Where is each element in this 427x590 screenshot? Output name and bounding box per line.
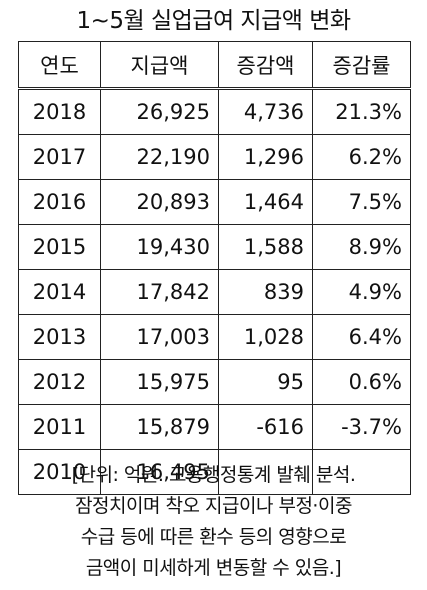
cell-year: 2013	[18, 314, 101, 360]
cell-rate: 7.5%	[312, 179, 411, 225]
cell-rate: 0.6%	[312, 359, 411, 405]
header-row: 연도 지급액 증감액 증감률	[18, 41, 411, 90]
cell-amount: 15,879	[100, 404, 219, 450]
footnote-line: 금액이 미세하게 변동할 수 있음.]	[85, 557, 342, 579]
table-title: 1~5월 실업급여 지급액 변화	[76, 8, 351, 34]
table-row: 2014 17,842 839 4.9%	[18, 269, 411, 315]
table-row: 2010 16,495	[18, 449, 411, 495]
cell-amount: 26,925	[100, 88, 219, 135]
header-rate: 증감률	[312, 41, 411, 90]
cell-amount: 16,495	[100, 449, 219, 495]
footnote-line: 잠정치이며 착오 지급이나 부정·이중	[75, 495, 352, 517]
cell-rate	[312, 449, 411, 495]
header-amount: 지급액	[100, 41, 219, 90]
cell-year: 2011	[18, 404, 101, 450]
cell-amount: 22,190	[100, 134, 219, 180]
footnote-line: 수급 등에 따른 환수 등의 영향으로	[80, 526, 347, 548]
footnote: [단위: 억원. 고용행정통계 발췌 분석. 잠정치이며 착오 지급이나 부정·…	[8, 460, 419, 584]
cell-amount: 17,842	[100, 269, 219, 315]
cell-change: 95	[218, 359, 313, 405]
cell-year: 2016	[18, 179, 101, 225]
cell-rate: 6.2%	[312, 134, 411, 180]
cell-year: 2010	[18, 449, 101, 495]
footnote-line: [단위: 억원. 고용행정통계 발췌 분석.	[71, 464, 356, 486]
cell-amount: 17,003	[100, 314, 219, 360]
cell-change: 839	[218, 269, 313, 315]
cell-change: 1,028	[218, 314, 313, 360]
table-row: 2016 20,893 1,464 7.5%	[18, 179, 411, 225]
cell-change: -616	[218, 404, 313, 450]
header-change: 증감액	[218, 41, 313, 90]
cell-year: 2015	[18, 224, 101, 270]
table-row: 2012 15,975 95 0.6%	[18, 359, 411, 405]
cell-year: 2012	[18, 359, 101, 405]
cell-rate: 6.4%	[312, 314, 411, 360]
table-row: 2017 22,190 1,296 6.2%	[18, 134, 411, 180]
cell-change: 4,736	[218, 88, 313, 135]
cell-amount: 20,893	[100, 179, 219, 225]
table-row: 2015 19,430 1,588 8.9%	[18, 224, 411, 270]
cell-rate: 8.9%	[312, 224, 411, 270]
cell-year: 2017	[18, 134, 101, 180]
table-row: 2018 26,925 4,736 21.3%	[18, 88, 411, 135]
cell-year: 2014	[18, 269, 101, 315]
header-year: 연도	[18, 41, 101, 90]
cell-change: 1,464	[218, 179, 313, 225]
cell-amount: 19,430	[100, 224, 219, 270]
cell-change	[218, 449, 313, 495]
cell-rate: 21.3%	[312, 88, 411, 135]
cell-year: 2018	[18, 88, 101, 135]
table-row: 2011 15,879 -616 -3.7%	[18, 404, 411, 450]
cell-amount: 15,975	[100, 359, 219, 405]
cell-change: 1,296	[218, 134, 313, 180]
table-row: 2013 17,003 1,028 6.4%	[18, 314, 411, 360]
benefit-table: 연도 지급액 증감액 증감률 2018 26,925 4,736 21.3% 2…	[18, 41, 411, 495]
cell-rate: 4.9%	[312, 269, 411, 315]
cell-rate: -3.7%	[312, 404, 411, 450]
cell-change: 1,588	[218, 224, 313, 270]
